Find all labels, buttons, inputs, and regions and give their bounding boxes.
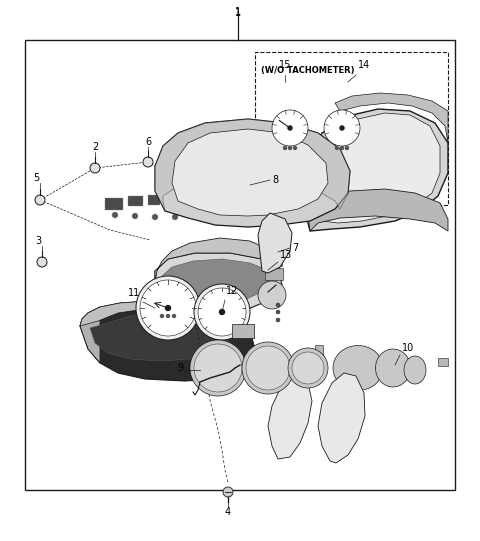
Circle shape [292, 352, 324, 384]
Circle shape [112, 212, 118, 218]
Circle shape [336, 147, 338, 149]
Circle shape [219, 309, 225, 314]
Polygon shape [318, 373, 365, 463]
Text: 6: 6 [145, 137, 151, 147]
Bar [315, 345, 323, 355]
Circle shape [276, 303, 280, 307]
Polygon shape [172, 129, 328, 216]
Polygon shape [308, 189, 448, 231]
Polygon shape [155, 238, 280, 283]
Polygon shape [80, 309, 255, 381]
Ellipse shape [375, 349, 410, 387]
Bar [148, 195, 160, 205]
Polygon shape [302, 109, 448, 231]
Circle shape [346, 147, 348, 149]
Polygon shape [316, 113, 440, 223]
Circle shape [143, 157, 153, 167]
Bar [265, 268, 283, 280]
Text: 2: 2 [92, 142, 98, 152]
Circle shape [90, 163, 100, 173]
Bar [128, 196, 143, 206]
Text: 11: 11 [128, 288, 140, 298]
Text: 8: 8 [272, 175, 278, 185]
Bar [262, 248, 282, 266]
Polygon shape [155, 253, 282, 313]
Polygon shape [90, 314, 230, 361]
Circle shape [172, 214, 178, 220]
Text: 14: 14 [358, 60, 370, 70]
Bar [168, 194, 188, 206]
Circle shape [293, 147, 297, 149]
Circle shape [190, 340, 246, 396]
Circle shape [198, 288, 246, 336]
Bar [25, 40, 455, 490]
Circle shape [340, 126, 344, 130]
Bar [232, 324, 254, 338]
Text: 1: 1 [235, 7, 241, 17]
Circle shape [37, 257, 47, 267]
Circle shape [152, 214, 158, 220]
Text: 3: 3 [35, 236, 41, 246]
Bar [438, 358, 448, 366]
Circle shape [258, 281, 286, 309]
Ellipse shape [333, 346, 383, 391]
Text: (W/O TACHOMETER): (W/O TACHOMETER) [261, 66, 355, 75]
Circle shape [194, 344, 242, 392]
Circle shape [288, 348, 328, 388]
Bar [255, 52, 448, 205]
Text: 10: 10 [402, 343, 414, 353]
Bar [105, 198, 123, 210]
Text: 13: 13 [280, 250, 292, 260]
Circle shape [324, 110, 360, 146]
Circle shape [276, 310, 280, 314]
Polygon shape [335, 93, 448, 143]
Circle shape [160, 314, 164, 318]
Circle shape [136, 276, 200, 340]
Circle shape [246, 346, 290, 390]
Circle shape [242, 342, 294, 394]
Circle shape [194, 284, 250, 340]
Circle shape [172, 314, 176, 318]
Polygon shape [80, 301, 250, 331]
Circle shape [272, 110, 308, 146]
Bar [210, 198, 222, 208]
Bar [192, 196, 207, 206]
Text: 12: 12 [226, 286, 239, 296]
Text: 4: 4 [225, 507, 231, 517]
Text: 9: 9 [177, 363, 183, 373]
Circle shape [35, 195, 45, 205]
Polygon shape [155, 119, 350, 211]
Polygon shape [155, 119, 350, 227]
Polygon shape [80, 307, 100, 363]
Circle shape [132, 213, 138, 219]
Ellipse shape [404, 356, 426, 384]
Circle shape [140, 280, 196, 336]
Circle shape [288, 147, 291, 149]
Text: 7: 7 [292, 243, 298, 253]
Circle shape [166, 306, 170, 311]
Circle shape [276, 318, 280, 322]
Polygon shape [268, 376, 312, 459]
Circle shape [167, 314, 169, 318]
Circle shape [223, 487, 233, 497]
Circle shape [288, 126, 292, 130]
Circle shape [340, 147, 344, 149]
Text: 1: 1 [235, 8, 241, 18]
Text: 5: 5 [33, 173, 39, 183]
Text: 15: 15 [279, 60, 291, 70]
Circle shape [284, 147, 287, 149]
Polygon shape [258, 213, 292, 273]
Polygon shape [162, 259, 270, 305]
